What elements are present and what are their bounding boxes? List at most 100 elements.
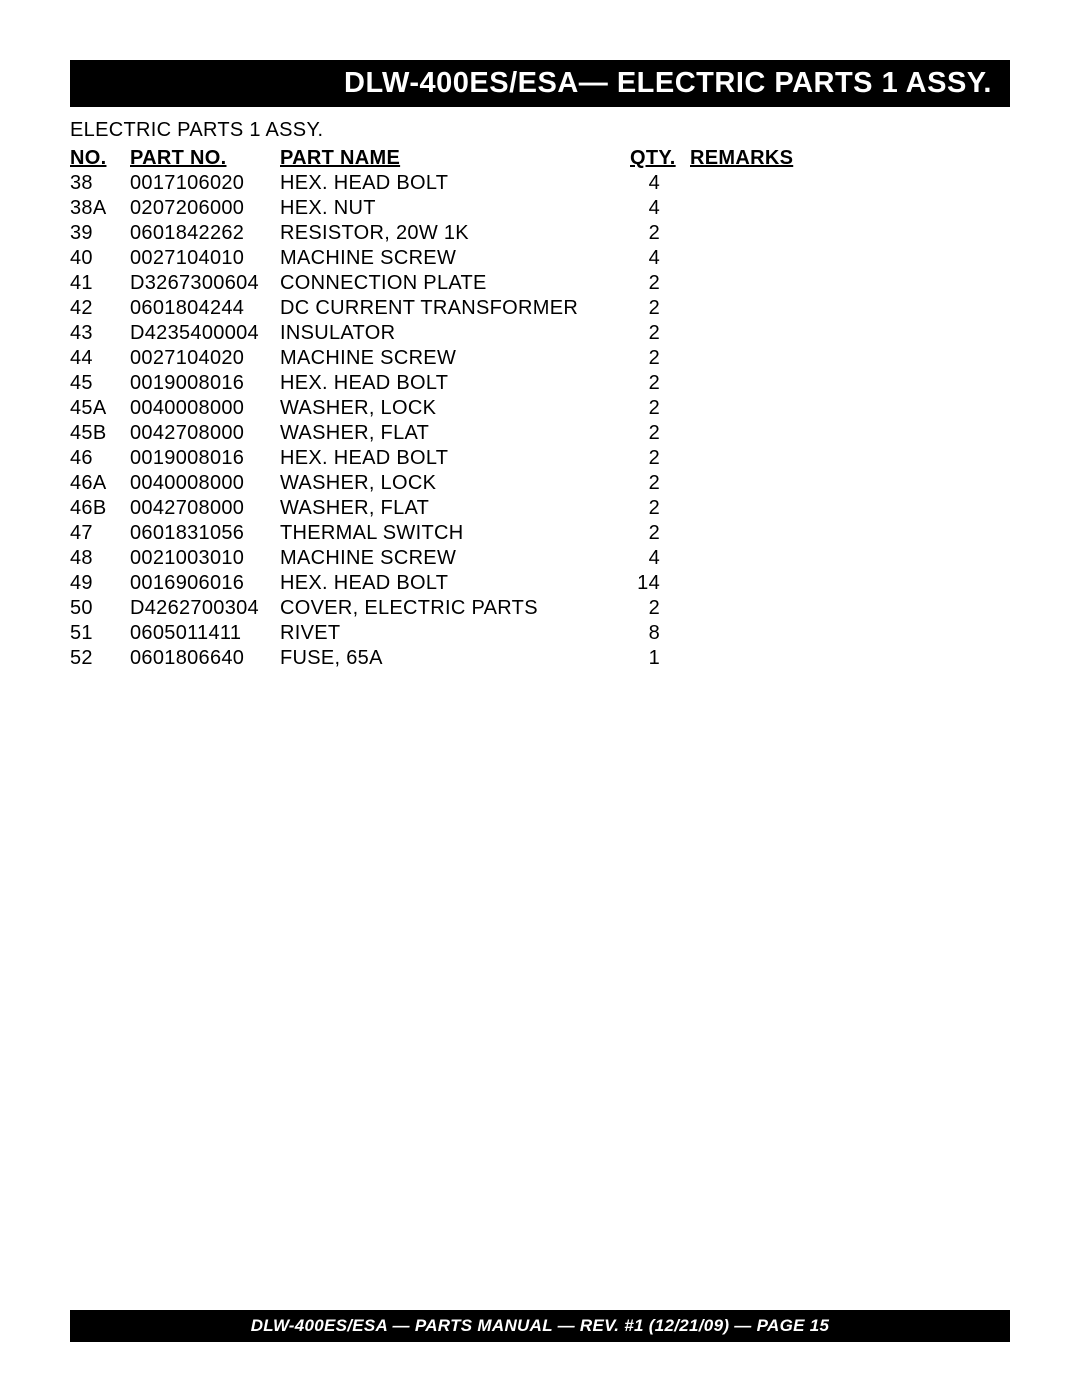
cell-part-name: FUSE, 65A — [280, 646, 630, 671]
cell-no: 46B — [70, 496, 130, 521]
cell-part-no: 0019008016 — [130, 371, 280, 396]
table-row: 470601831056THERMAL SWITCH2 — [70, 521, 1010, 546]
cell-qty: 2 — [630, 421, 690, 446]
cell-part-no: 0016906016 — [130, 571, 280, 596]
table-row: 520601806640FUSE, 65A1 — [70, 646, 1010, 671]
col-header-no: NO. — [70, 146, 130, 171]
cell-part-no: 0027104020 — [130, 346, 280, 371]
cell-qty: 14 — [630, 571, 690, 596]
col-header-part-no: PART NO. — [130, 146, 280, 171]
cell-part-name: WASHER, LOCK — [280, 396, 630, 421]
table-row: 400027104010MACHINE SCREW4 — [70, 246, 1010, 271]
col-header-part-name: PART NAME — [280, 146, 630, 171]
cell-part-name: DC CURRENT TRANSFORMER — [280, 296, 630, 321]
cell-part-name: WASHER, FLAT — [280, 496, 630, 521]
cell-no: 40 — [70, 246, 130, 271]
cell-remarks — [690, 396, 1010, 421]
cell-remarks — [690, 371, 1010, 396]
cell-no: 46 — [70, 446, 130, 471]
cell-part-no: 0601831056 — [130, 521, 280, 546]
cell-no: 48 — [70, 546, 130, 571]
cell-part-no: 0021003010 — [130, 546, 280, 571]
cell-part-no: D3267300604 — [130, 271, 280, 296]
table-row: 490016906016HEX. HEAD BOLT14 — [70, 571, 1010, 596]
table-row: 43D4235400004INSULATOR2 — [70, 321, 1010, 346]
cell-part-no: 0601842262 — [130, 221, 280, 246]
parts-table: NO. PART NO. PART NAME QTY. REMARKS 3800… — [70, 146, 1010, 671]
cell-qty: 4 — [630, 246, 690, 271]
col-header-remarks: REMARKS — [690, 146, 1010, 171]
cell-remarks — [690, 421, 1010, 446]
cell-part-name: MACHINE SCREW — [280, 546, 630, 571]
cell-no: 47 — [70, 521, 130, 546]
cell-part-name: RIVET — [280, 621, 630, 646]
cell-qty: 2 — [630, 596, 690, 621]
footer-bar: DLW-400ES/ESA — PARTS MANUAL — REV. #1 (… — [70, 1310, 1010, 1342]
cell-part-no: 0040008000 — [130, 396, 280, 421]
cell-qty: 2 — [630, 346, 690, 371]
cell-qty: 2 — [630, 296, 690, 321]
cell-no: 45 — [70, 371, 130, 396]
table-row: 510605011411RIVET8 — [70, 621, 1010, 646]
table-row: 480021003010MACHINE SCREW4 — [70, 546, 1010, 571]
cell-remarks — [690, 271, 1010, 296]
cell-part-name: INSULATOR — [280, 321, 630, 346]
cell-no: 45A — [70, 396, 130, 421]
table-row: 45B0042708000WASHER, FLAT2 — [70, 421, 1010, 446]
table-row: 46A0040008000WASHER, LOCK2 — [70, 471, 1010, 496]
cell-part-name: RESISTOR, 20W 1K — [280, 221, 630, 246]
cell-qty: 1 — [630, 646, 690, 671]
table-row: 450019008016HEX. HEAD BOLT2 — [70, 371, 1010, 396]
cell-part-no: D4262700304 — [130, 596, 280, 621]
cell-part-name: HEX. HEAD BOLT — [280, 446, 630, 471]
table-row: 38A0207206000HEX. NUT4 — [70, 196, 1010, 221]
table-row: 50D4262700304COVER, ELECTRIC PARTS2 — [70, 596, 1010, 621]
cell-part-no: 0027104010 — [130, 246, 280, 271]
cell-part-no: 0042708000 — [130, 496, 280, 521]
page-title: DLW-400ES/ESA— ELECTRIC PARTS 1 ASSY. — [344, 67, 992, 99]
table-row: 390601842262RESISTOR, 20W 1K2 — [70, 221, 1010, 246]
cell-qty: 2 — [630, 446, 690, 471]
cell-no: 44 — [70, 346, 130, 371]
cell-part-no: 0601806640 — [130, 646, 280, 671]
table-row: 46B0042708000WASHER, FLAT2 — [70, 496, 1010, 521]
section-subtitle: ELECTRIC PARTS 1 ASSY. — [70, 119, 1010, 142]
cell-remarks — [690, 446, 1010, 471]
table-row: 41D3267300604CONNECTION PLATE2 — [70, 271, 1010, 296]
cell-part-no: 0605011411 — [130, 621, 280, 646]
cell-part-name: WASHER, LOCK — [280, 471, 630, 496]
cell-part-no: 0040008000 — [130, 471, 280, 496]
table-row: 460019008016HEX. HEAD BOLT2 — [70, 446, 1010, 471]
cell-no: 39 — [70, 221, 130, 246]
cell-remarks — [690, 621, 1010, 646]
cell-no: 41 — [70, 271, 130, 296]
cell-qty: 2 — [630, 396, 690, 421]
cell-part-name: CONNECTION PLATE — [280, 271, 630, 296]
cell-qty: 2 — [630, 471, 690, 496]
cell-part-no: 0042708000 — [130, 421, 280, 446]
cell-remarks — [690, 496, 1010, 521]
cell-remarks — [690, 196, 1010, 221]
table-header-row: NO. PART NO. PART NAME QTY. REMARKS — [70, 146, 1010, 171]
cell-part-name: HEX. HEAD BOLT — [280, 171, 630, 196]
cell-remarks — [690, 221, 1010, 246]
cell-part-name: COVER, ELECTRIC PARTS — [280, 596, 630, 621]
cell-part-name: WASHER, FLAT — [280, 421, 630, 446]
cell-qty: 2 — [630, 521, 690, 546]
cell-qty: 4 — [630, 546, 690, 571]
cell-no: 49 — [70, 571, 130, 596]
cell-remarks — [690, 571, 1010, 596]
cell-qty: 8 — [630, 621, 690, 646]
cell-remarks — [690, 471, 1010, 496]
cell-remarks — [690, 296, 1010, 321]
cell-no: 50 — [70, 596, 130, 621]
cell-part-no: 0207206000 — [130, 196, 280, 221]
cell-part-name: HEX. HEAD BOLT — [280, 571, 630, 596]
cell-part-name: HEX. NUT — [280, 196, 630, 221]
cell-qty: 2 — [630, 371, 690, 396]
cell-part-name: THERMAL SWITCH — [280, 521, 630, 546]
cell-qty: 2 — [630, 271, 690, 296]
table-row: 380017106020HEX. HEAD BOLT4 — [70, 171, 1010, 196]
cell-remarks — [690, 171, 1010, 196]
cell-remarks — [690, 321, 1010, 346]
